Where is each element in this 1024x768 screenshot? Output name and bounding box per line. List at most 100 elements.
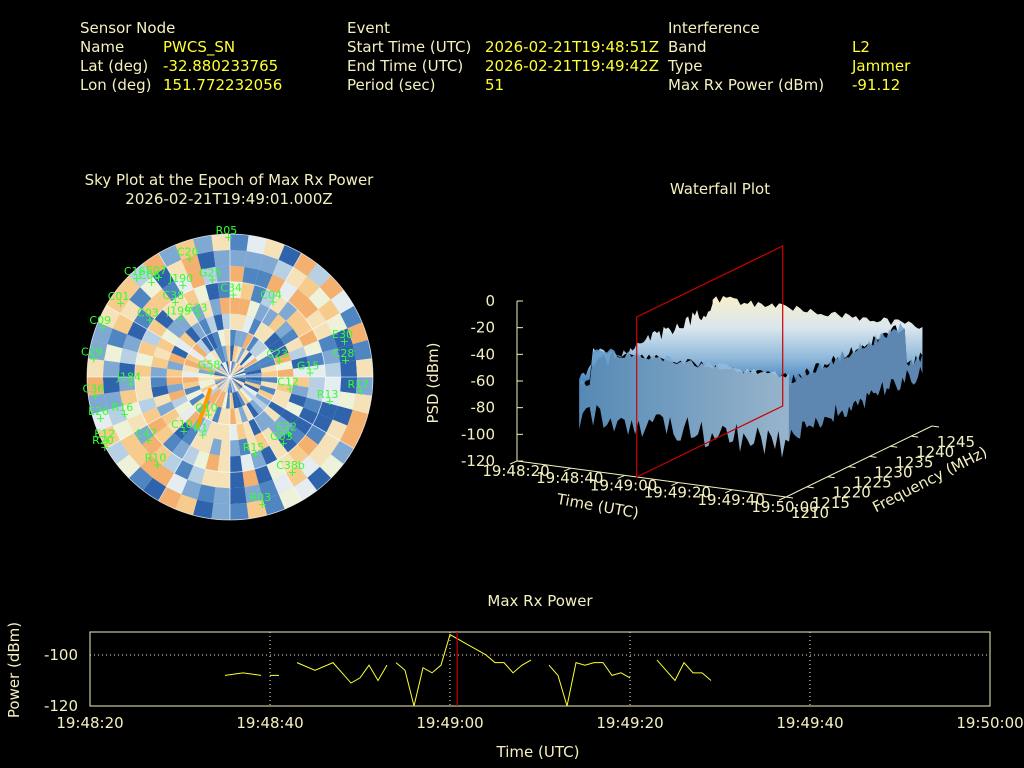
sky-cell <box>179 332 197 348</box>
sky-spoke <box>229 305 355 378</box>
satellite-label: C09 <box>89 314 111 327</box>
sky-cell <box>187 269 206 289</box>
sky-cell <box>260 364 278 373</box>
sky-cell <box>198 379 215 386</box>
jammer-track <box>195 387 213 429</box>
sky-cell <box>259 385 277 396</box>
sky-cell <box>119 348 138 365</box>
satellite-label: R16 <box>112 401 134 414</box>
sky-cell <box>137 340 157 357</box>
wf-surface-top <box>579 296 923 386</box>
satellite-label: C03 <box>137 307 159 320</box>
mp-x-tick-label: 19:48:40 <box>236 714 303 732</box>
sky-cell <box>312 321 333 341</box>
sky-cell <box>249 339 264 355</box>
sky-cell <box>175 494 198 516</box>
sky-cell <box>218 377 230 390</box>
wf-freq-tick <box>911 435 919 438</box>
sky-cell <box>152 465 175 488</box>
wf-surface-side <box>788 322 923 443</box>
wf-time-tick <box>725 489 733 494</box>
sky-cell <box>268 421 287 441</box>
sky-cell <box>174 400 193 416</box>
sky-cell <box>201 266 218 285</box>
satellite-marker: + <box>258 498 267 511</box>
satellite-label: R17 <box>347 378 369 391</box>
sky-cell <box>252 396 268 411</box>
sky-cell <box>134 377 152 390</box>
sky-cell <box>340 360 358 377</box>
wf-freq-tick-label: 1235 <box>895 453 933 471</box>
sky-cell <box>213 423 224 441</box>
sky-cell <box>223 361 230 377</box>
sensor-lat-label: Lat (deg) <box>80 57 149 75</box>
sky-cell <box>217 346 226 363</box>
sky-cell <box>245 402 260 419</box>
satellite-label: G58 <box>198 359 221 372</box>
max-power-title: Max Rx Power <box>487 592 593 610</box>
sky-cell <box>259 358 277 369</box>
sky-cell <box>230 372 246 377</box>
sky-cell <box>166 368 183 377</box>
sky-cell <box>293 253 318 277</box>
sky-cell <box>205 315 218 333</box>
sky-cell <box>230 361 233 377</box>
wf-freq-tick-label: 1220 <box>833 484 871 502</box>
sky-cell <box>199 364 216 373</box>
sky-cell <box>306 387 325 402</box>
sky-cell <box>204 354 219 368</box>
sky-cell <box>245 368 262 375</box>
sky-cell <box>308 377 326 390</box>
satellite-label: G10 <box>195 401 218 414</box>
mp-x-tick-label: 19:49:00 <box>416 714 483 732</box>
sky-cell <box>87 358 104 377</box>
satellite-label: G03 <box>270 430 293 443</box>
sky-cell <box>322 348 341 365</box>
sky-cell <box>261 308 279 327</box>
sky-cell <box>234 329 243 347</box>
sky-cell <box>288 444 309 466</box>
sky-cell <box>261 370 278 377</box>
sky-cell <box>230 345 235 362</box>
wf-z-tick-label: -100 <box>461 425 495 443</box>
sky-cell <box>236 347 246 364</box>
satellite-marker: + <box>185 252 194 265</box>
interference-power-value: -91.12 <box>852 76 901 94</box>
sky-cell <box>154 309 174 329</box>
sky-cell <box>219 440 230 457</box>
sky-cell <box>156 337 175 353</box>
sky-cell <box>147 416 167 436</box>
satellite-marker: + <box>126 378 135 391</box>
sky-cell <box>106 440 130 465</box>
sky-cell <box>200 402 215 419</box>
sky-cell <box>152 266 175 289</box>
sky-cell <box>291 356 309 369</box>
sky-cell <box>241 386 256 400</box>
sky-cell <box>173 313 192 333</box>
sky-cell <box>119 299 142 322</box>
sky-cell <box>227 361 230 377</box>
sky-cell <box>297 276 320 299</box>
sky-cell <box>166 360 184 371</box>
sky-cell <box>307 466 332 491</box>
wf-time-tick <box>617 474 625 479</box>
mp-x-tick-label: 19:49:40 <box>776 714 843 732</box>
wf-time-tick-label: 19:49:20 <box>644 484 711 502</box>
sky-spoke <box>229 376 355 449</box>
sky-cell <box>198 372 215 377</box>
sensor-lat-value: -32.880233765 <box>163 57 279 75</box>
satellite-marker: + <box>96 412 105 425</box>
wf-time-tick <box>671 482 679 487</box>
sky-cell <box>150 377 167 388</box>
sky-cell <box>209 438 222 456</box>
wf-epoch-plane <box>636 245 784 478</box>
sky-cell <box>285 465 308 488</box>
wf-time-tick <box>563 467 571 472</box>
sky-cell <box>205 282 220 301</box>
sky-cell <box>198 418 212 436</box>
sky-cell <box>168 352 186 365</box>
wf-time-tick-label: 19:49:40 <box>698 491 765 509</box>
sky-cell <box>217 391 226 408</box>
sky-cell <box>193 284 210 304</box>
